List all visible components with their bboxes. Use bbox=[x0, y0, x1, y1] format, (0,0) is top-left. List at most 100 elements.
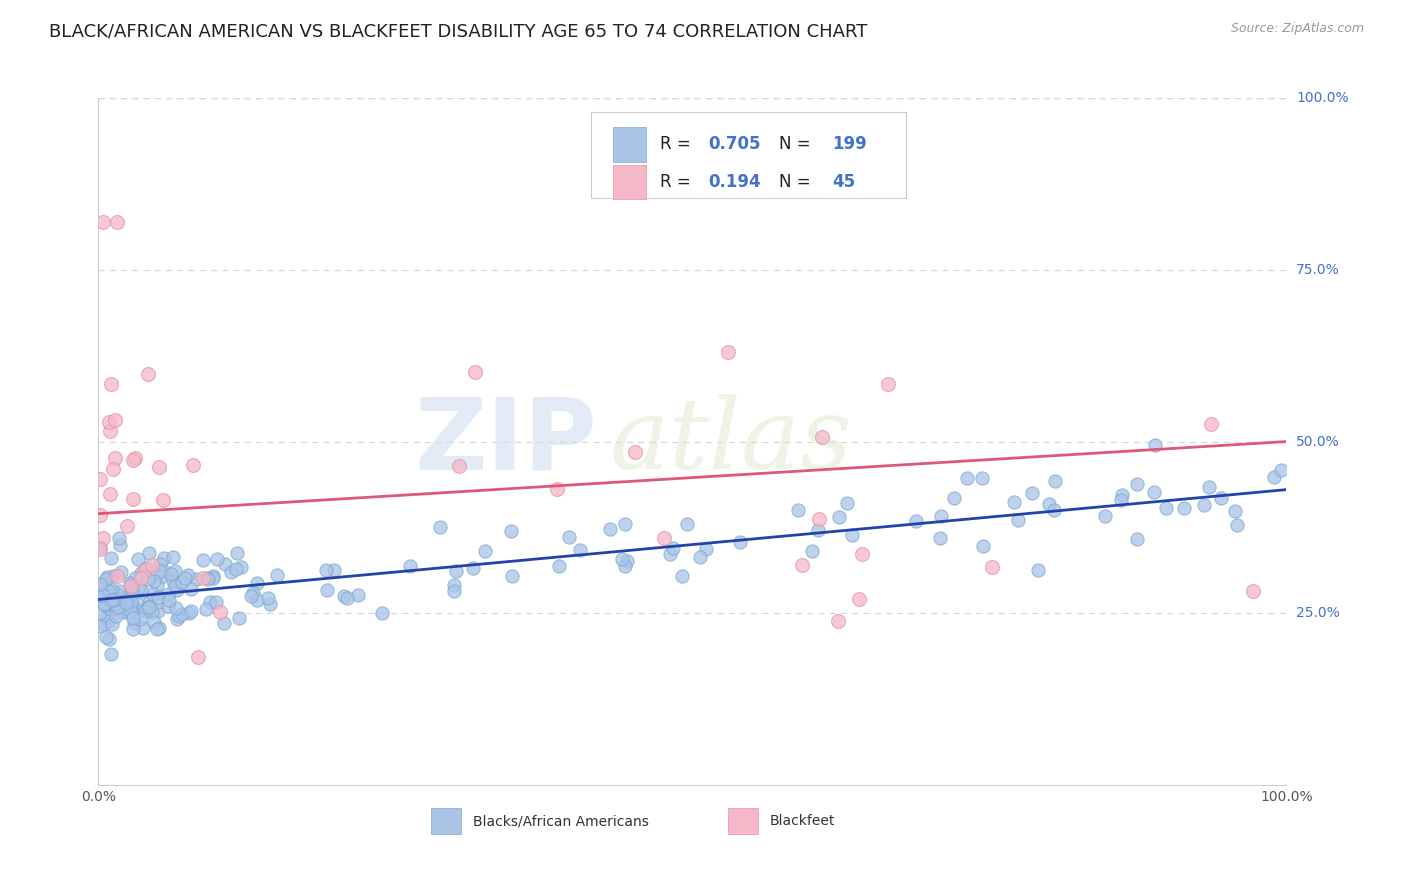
Point bbox=[166, 583, 188, 598]
Text: 0.194: 0.194 bbox=[707, 173, 761, 191]
Point bbox=[266, 568, 288, 582]
Point bbox=[163, 577, 186, 591]
Bar bbox=[728, 808, 758, 834]
Point bbox=[134, 563, 156, 577]
Point bbox=[117, 603, 139, 617]
Point bbox=[117, 588, 139, 602]
Point bbox=[671, 569, 693, 583]
Point bbox=[837, 496, 859, 510]
Point bbox=[1173, 500, 1195, 515]
Point bbox=[152, 492, 174, 507]
Point bbox=[115, 606, 138, 620]
Point bbox=[461, 560, 484, 574]
Point bbox=[93, 597, 115, 611]
Point bbox=[1043, 474, 1066, 488]
Point bbox=[246, 576, 269, 591]
Point bbox=[717, 344, 740, 359]
Point bbox=[96, 630, 118, 644]
Point bbox=[98, 602, 121, 616]
Point bbox=[1043, 502, 1066, 516]
Point bbox=[122, 616, 145, 631]
Point bbox=[972, 539, 994, 553]
Point bbox=[153, 551, 176, 566]
Point bbox=[659, 547, 682, 561]
Text: 50.0%: 50.0% bbox=[1296, 434, 1340, 449]
Point bbox=[91, 588, 114, 602]
Text: Source: ZipAtlas.com: Source: ZipAtlas.com bbox=[1230, 22, 1364, 36]
Point bbox=[89, 472, 111, 486]
Point bbox=[194, 602, 217, 616]
Point bbox=[787, 503, 810, 517]
Point bbox=[446, 564, 468, 578]
Point bbox=[100, 377, 122, 392]
Point bbox=[115, 519, 138, 533]
Point bbox=[1225, 518, 1247, 533]
Point bbox=[499, 524, 522, 538]
Point bbox=[240, 589, 263, 603]
Point bbox=[97, 587, 120, 601]
Point bbox=[1126, 477, 1149, 491]
Point bbox=[162, 574, 184, 588]
Point bbox=[162, 549, 184, 564]
FancyBboxPatch shape bbox=[592, 112, 907, 198]
Point bbox=[931, 508, 953, 523]
Point bbox=[652, 531, 675, 545]
Point bbox=[98, 424, 121, 438]
Point bbox=[121, 582, 143, 597]
Point bbox=[800, 544, 823, 558]
Point bbox=[214, 557, 236, 571]
Point bbox=[1192, 498, 1215, 512]
Text: 75.0%: 75.0% bbox=[1296, 263, 1340, 277]
Point bbox=[225, 546, 247, 560]
Point bbox=[141, 605, 163, 619]
Point bbox=[191, 553, 214, 567]
Point bbox=[1241, 583, 1264, 598]
Point bbox=[104, 413, 127, 427]
Point bbox=[141, 558, 163, 572]
Point bbox=[1021, 486, 1043, 500]
Point bbox=[163, 564, 186, 578]
Point bbox=[108, 532, 131, 546]
Point bbox=[1002, 494, 1025, 508]
Point bbox=[149, 569, 172, 583]
Point bbox=[169, 609, 191, 624]
Point bbox=[943, 491, 966, 506]
Point bbox=[371, 607, 394, 621]
Point bbox=[193, 571, 215, 585]
Point bbox=[136, 572, 159, 586]
Point bbox=[124, 571, 146, 585]
Point bbox=[1026, 563, 1049, 577]
Point bbox=[181, 458, 204, 473]
Point bbox=[97, 584, 120, 599]
Point bbox=[148, 558, 170, 572]
Point bbox=[153, 565, 176, 579]
Point bbox=[105, 609, 128, 624]
Text: 25.0%: 25.0% bbox=[1296, 607, 1340, 620]
Point bbox=[336, 591, 359, 605]
Point bbox=[127, 552, 149, 566]
Point bbox=[117, 592, 139, 607]
Point bbox=[315, 563, 337, 577]
Point bbox=[97, 596, 120, 610]
Point bbox=[195, 571, 218, 585]
Point bbox=[225, 562, 247, 576]
Point bbox=[198, 595, 221, 609]
Point bbox=[187, 649, 209, 664]
Point bbox=[170, 607, 193, 621]
Point bbox=[110, 565, 132, 579]
Point bbox=[548, 558, 571, 573]
Point bbox=[89, 577, 111, 591]
Point bbox=[546, 482, 568, 496]
Text: R =: R = bbox=[661, 136, 696, 153]
Point bbox=[1143, 485, 1166, 500]
Point bbox=[97, 416, 120, 430]
Point bbox=[323, 563, 346, 577]
Point bbox=[197, 572, 219, 586]
Text: 0.705: 0.705 bbox=[707, 136, 761, 153]
Bar bbox=[613, 165, 647, 200]
Point bbox=[105, 600, 128, 615]
Point bbox=[828, 510, 851, 524]
Point bbox=[131, 571, 153, 585]
Point bbox=[120, 606, 142, 620]
Point bbox=[91, 531, 114, 545]
